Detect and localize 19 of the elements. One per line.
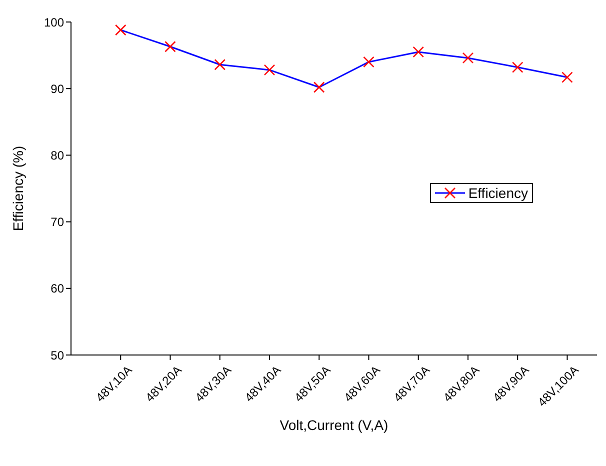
point	[462, 52, 474, 64]
y-tick-label: 100	[44, 15, 64, 30]
point	[412, 46, 424, 58]
point	[214, 58, 226, 70]
y-tick-label: 80	[50, 148, 64, 162]
y-tick-label: 90	[50, 82, 64, 96]
y-axis-title: Efficiency (%)	[10, 146, 26, 232]
point	[114, 24, 126, 36]
x-axis-title: Volt,Current (V,A)	[280, 417, 388, 433]
point	[164, 40, 176, 52]
y-tick-label: 60	[50, 282, 64, 296]
point	[363, 56, 374, 68]
point	[264, 64, 276, 76]
legend-label: Efficiency	[468, 185, 528, 201]
point	[313, 82, 325, 93]
y-tick-label: 50	[50, 348, 64, 362]
point	[562, 72, 573, 83]
point	[512, 62, 524, 73]
y-tick-label: 70	[50, 215, 64, 230]
